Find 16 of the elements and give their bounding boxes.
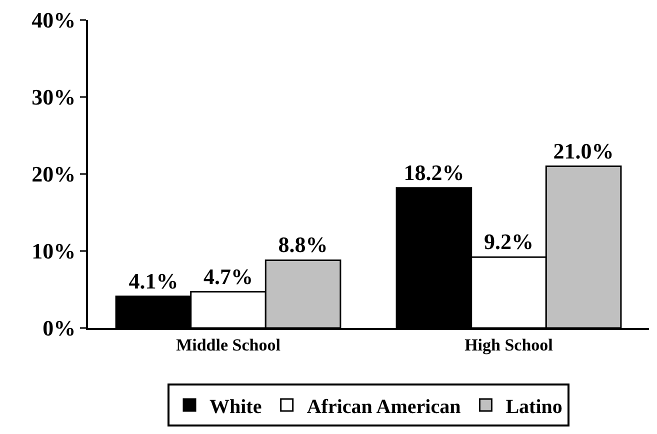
y-tick-label: 20% [32, 162, 76, 187]
data-label: 4.1% [128, 268, 178, 294]
y-tick-label: 0% [42, 316, 76, 341]
x-tick-label: Middle School [176, 335, 281, 354]
data-label: 4.7% [204, 264, 253, 289]
data-label: 9.2% [484, 229, 534, 254]
legend-label: White [210, 396, 262, 418]
legend-label: Latino [506, 396, 562, 418]
data-label: 18.2% [404, 160, 464, 185]
data-label: 21.0% [553, 138, 614, 164]
y-tick-label: 10% [32, 238, 76, 264]
data-label: 8.8% [278, 232, 328, 258]
legend-label: African American [306, 396, 461, 418]
y-tick-label: 30% [32, 84, 76, 110]
x-tick-label: High School [464, 335, 554, 354]
y-tick-label: 40% [32, 8, 76, 33]
